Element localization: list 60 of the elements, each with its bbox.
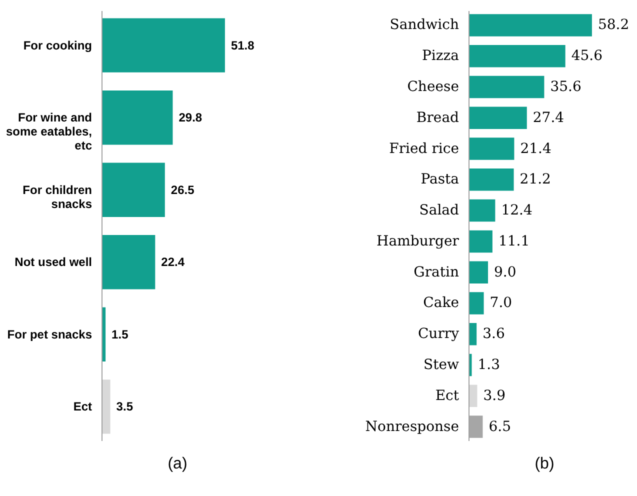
y-tick-label: Stew: [424, 357, 459, 374]
x-axis-title: (b): [534, 456, 554, 472]
data-label: 21.2: [520, 172, 551, 188]
y-tick-label: Not used well: [14, 255, 92, 270]
bar: [469, 322, 477, 346]
data-label: 27.4: [532, 110, 564, 126]
x-axis-title: (a): [168, 456, 188, 472]
data-label: 9.0: [494, 264, 516, 280]
bar: [469, 138, 514, 160]
bar: [102, 90, 173, 145]
data-label: 3.6: [482, 326, 505, 342]
data-label: 22.4: [161, 255, 185, 270]
bar: [102, 380, 110, 434]
data-label: 7.0: [490, 295, 512, 312]
y-tick-label: Nonresponse: [365, 418, 459, 435]
bar: [469, 292, 484, 314]
bar: [469, 261, 488, 284]
data-label: 58.2: [598, 17, 630, 34]
bar: [469, 416, 483, 438]
y-tick-label: Pasta: [420, 172, 459, 188]
y-tick-label: For cooking: [23, 38, 92, 52]
data-label: 51.8: [230, 38, 255, 52]
data-label: 1.5: [112, 327, 129, 342]
y-tick-label: Fried rice: [389, 140, 459, 157]
bar: [469, 199, 496, 222]
data-label: 26.5: [170, 182, 195, 197]
y-tick-label: Bread: [416, 110, 460, 126]
y-tick-label: For children snacks: [22, 182, 92, 211]
y-tick-label: Pizza: [422, 48, 459, 64]
bar: [469, 76, 544, 98]
data-label: 12.4: [501, 202, 532, 219]
data-label: 3.5: [116, 400, 134, 414]
data-label: 3.9: [483, 388, 506, 404]
y-tick-label: Curry: [418, 326, 460, 342]
y-tick-label: Gratin: [414, 264, 459, 280]
bar: [469, 168, 514, 191]
data-label: 11.1: [498, 233, 530, 250]
data-label: 45.6: [571, 48, 603, 64]
bar: [469, 384, 478, 408]
bar: [469, 44, 566, 68]
y-tick-label: Salad: [419, 202, 460, 219]
y-tick-label: Cheese: [407, 78, 459, 95]
y-tick-label: For pet snacks: [7, 327, 92, 342]
data-label: 1.3: [478, 357, 500, 374]
y-tick-label: Cake: [423, 295, 459, 312]
bar: [469, 230, 492, 253]
data-label: 6.5: [488, 418, 511, 435]
bar: [469, 14, 592, 36]
y-tick-label: Sandwich: [390, 17, 459, 34]
data-label: 35.6: [550, 78, 582, 95]
y-tick-label: Ect: [73, 400, 92, 414]
bar: [469, 106, 527, 130]
y-tick-label: Ect: [435, 388, 460, 404]
y-tick-label: For wine and some eatables, etc: [6, 110, 92, 153]
data-label: 29.8: [178, 110, 202, 125]
bar: [102, 162, 165, 217]
bar: [102, 235, 156, 290]
data-label: 21.4: [520, 140, 552, 157]
y-tick-label: Hamburger: [376, 233, 460, 250]
bar: [102, 18, 225, 72]
